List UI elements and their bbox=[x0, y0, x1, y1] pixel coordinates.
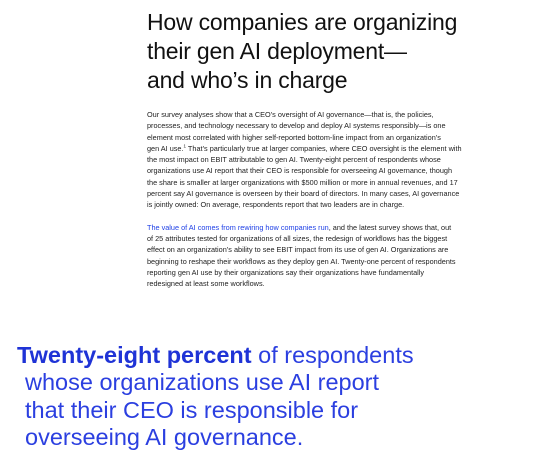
text-fragment: gen AI use. bbox=[147, 143, 184, 153]
text-line: redesigned at least some workflows. bbox=[147, 279, 265, 289]
pull-quote-fragment: of respondents bbox=[251, 342, 414, 368]
paragraph-workflows: The value of AI comes from rewiring how … bbox=[147, 222, 542, 290]
title-line: and who’s in charge bbox=[147, 67, 348, 93]
text-line: beginning to reshape their workflows as … bbox=[147, 256, 456, 266]
article: How companies are organizing their gen A… bbox=[147, 8, 542, 300]
text-line: the share is smaller at larger organizat… bbox=[147, 177, 458, 187]
pull-quote-line: that their CEO is responsible for bbox=[25, 396, 359, 423]
text-line: processes, and technology necessary to d… bbox=[147, 121, 446, 131]
text-line: percent say AI governance is overseen by… bbox=[147, 189, 460, 199]
pull-quote: Twenty-eight percent of respondents whos… bbox=[17, 342, 537, 451]
text-line: gen AI use.1 That’s particularly true at… bbox=[147, 143, 542, 154]
text-line: the most impact on EBIT attributable to … bbox=[147, 155, 441, 165]
text-line: reporting gen AI use by their organizati… bbox=[147, 267, 425, 277]
text-line: effect on an organization’s ability to s… bbox=[147, 245, 449, 255]
pull-quote-line: Twenty-eight percent of respondents bbox=[17, 342, 537, 369]
text-line: The value of AI comes from rewiring how … bbox=[147, 222, 542, 233]
text-fragment: That’s particularly true at larger compa… bbox=[186, 143, 462, 153]
text-line: element most correlated with higher self… bbox=[147, 132, 441, 142]
article-title: How companies are organizing their gen A… bbox=[147, 8, 542, 95]
pull-quote-highlight: Twenty-eight percent bbox=[17, 342, 252, 368]
footnote-marker[interactable]: 1 bbox=[183, 143, 187, 149]
title-line: their gen AI deployment— bbox=[147, 38, 407, 64]
text-line: Our survey analyses show that a CEO’s ov… bbox=[147, 110, 434, 119]
pull-quote-line: whose organizations use AI report bbox=[25, 369, 380, 396]
paragraph-ceo-oversight: Our survey analyses show that a CEO’s ov… bbox=[147, 109, 542, 211]
rewiring-article-link[interactable]: The value of AI comes from rewiring how … bbox=[147, 222, 329, 232]
article-body: Our survey analyses show that a CEO’s ov… bbox=[147, 109, 542, 289]
text-line: organizations use AI report that their C… bbox=[147, 166, 453, 176]
text-line: is jointly owned: On average, respondent… bbox=[147, 200, 405, 210]
title-line: How companies are organizing bbox=[147, 9, 458, 35]
pull-quote-line: overseeing AI governance. bbox=[25, 423, 304, 450]
text-fragment: , and the latest survey shows that, out bbox=[328, 222, 452, 232]
text-line: of 25 attributes tested for organization… bbox=[147, 233, 448, 243]
